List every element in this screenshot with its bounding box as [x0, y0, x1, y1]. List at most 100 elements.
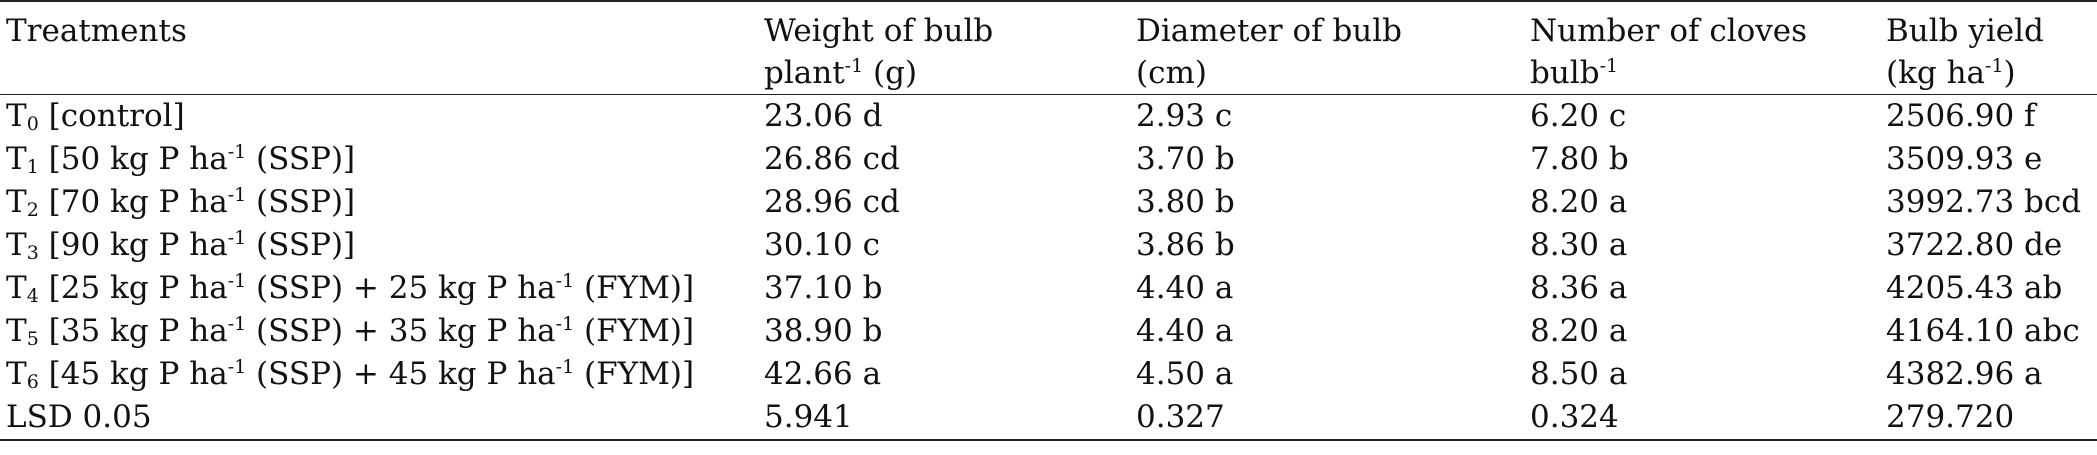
lsd-label-cell: LSD 0.05	[0, 396, 758, 441]
header-number-of-cloves: Number of cloves bulb-1	[1524, 1, 1880, 95]
table-row: T3 [90 kg P ha-1 (SSP)] 30.10 c 3.86 b 8…	[0, 224, 2097, 267]
results-table: Treatments Weight of bulb plant-1 (g) Di…	[0, 1, 2097, 441]
table-row: T5 [35 kg P ha-1 (SSP) + 35 kg P ha-1 (F…	[0, 310, 2097, 353]
cloves-cell: 8.20 a	[1530, 313, 1628, 349]
diameter-cell: 3.86 b	[1136, 227, 1235, 263]
header-line1: Number of cloves	[1530, 13, 1808, 49]
cloves-cell: 7.80 b	[1530, 141, 1629, 177]
diameter-cell: 3.70 b	[1136, 141, 1235, 177]
table-row: T2 [70 kg P ha-1 (SSP)] 28.96 cd 3.80 b …	[0, 181, 2097, 224]
header-sup: -1	[1599, 55, 1619, 77]
treatment-superscript: -1	[227, 313, 247, 335]
header-diameter-of-bulb: Diameter of bulb (cm)	[1130, 1, 1524, 95]
treatment-text: [25 kg P ha	[38, 270, 228, 306]
cloves-cell: 6.20 c	[1530, 98, 1627, 134]
cloves-cell: 8.20 a	[1530, 184, 1628, 220]
treatment-cell: T1 [50 kg P ha-1 (SSP)]	[0, 138, 758, 181]
treatment-label: T	[6, 270, 27, 306]
yield-cell: 3509.93 e	[1886, 141, 2043, 177]
treatment-superscript: -1	[227, 141, 247, 163]
treatment-label: T	[6, 98, 27, 134]
treatment-label: T	[6, 227, 27, 263]
treatment-label: T	[6, 313, 27, 349]
header-sup: -1	[1985, 55, 2004, 77]
treatment-subscript: 1	[26, 156, 39, 178]
header-line2: plant	[764, 55, 845, 91]
treatment-label: T	[6, 356, 27, 392]
yield-cell: 4205.43 ab	[1886, 270, 2063, 306]
treatment-text: (SSP)]	[246, 141, 356, 177]
diameter-cell: 3.80 b	[1136, 184, 1235, 220]
treatment-subscript: 0	[26, 113, 39, 135]
treatment-superscript: -1	[227, 356, 247, 378]
treatment-text: [35 kg P ha	[38, 313, 228, 349]
treatment-superscript: -1	[555, 270, 575, 292]
header-line2: (cm)	[1136, 55, 1207, 91]
header-treatments: Treatments	[0, 1, 758, 95]
yield-cell: 3992.73 bcd	[1886, 184, 2082, 220]
treatment-text: [70 kg P ha	[38, 184, 228, 220]
treatment-label: T	[6, 141, 27, 177]
treatment-cell: T2 [70 kg P ha-1 (SSP)]	[0, 181, 758, 224]
weight-cell: 38.90 b	[764, 313, 883, 349]
weight-cell: 28.96 cd	[764, 184, 900, 220]
header-weight-of-bulb: Weight of bulb plant-1 (g)	[758, 1, 1130, 95]
header-row: Treatments Weight of bulb plant-1 (g) Di…	[0, 1, 2097, 95]
treatment-label: T	[6, 184, 27, 220]
treatment-cell: T3 [90 kg P ha-1 (SSP)]	[0, 224, 758, 267]
diameter-cell: 0.327	[1130, 396, 1524, 441]
treatment-superscript: -1	[555, 313, 575, 335]
table-row: T0 [control] 23.06 d 2.93 c 6.20 c 2506.…	[0, 95, 2097, 139]
cloves-cell: 8.30 a	[1530, 227, 1628, 263]
treatment-subscript: 2	[26, 199, 39, 221]
weight-cell: 42.66 a	[764, 356, 882, 392]
diameter-cell: 4.50 a	[1136, 356, 1234, 392]
lsd-row: LSD 0.05 5.941 0.327 0.324 279.720	[0, 396, 2097, 441]
weight-cell: 30.10 c	[764, 227, 880, 263]
treatment-cell: T6 [45 kg P ha-1 (SSP) + 45 kg P ha-1 (F…	[0, 353, 758, 396]
treatment-text: (SSP) + 35 kg P ha	[246, 313, 556, 349]
treatment-text: (SSP) + 25 kg P ha	[246, 270, 556, 306]
yield-cell: 2506.90 f	[1886, 98, 2036, 134]
treatment-text: [45 kg P ha	[38, 356, 228, 392]
yield-cell: 4164.10 abc	[1886, 313, 2080, 349]
treatment-subscript: 6	[26, 371, 39, 393]
treatment-subscript: 4	[26, 285, 39, 307]
treatment-text: (SSP)]	[246, 227, 356, 263]
header-bulb-yield: Bulb yield (kg ha-1)	[1880, 1, 2097, 95]
header-line1: Weight of bulb	[764, 13, 994, 49]
table-body: T0 [control] 23.06 d 2.93 c 6.20 c 2506.…	[0, 95, 2097, 441]
weight-cell: 5.941	[758, 396, 1130, 441]
header-line1: Diameter of bulb	[1136, 13, 1403, 49]
treatment-superscript: -1	[227, 184, 247, 206]
treatment-text: (SSP) + 45 kg P ha	[246, 356, 556, 392]
treatment-subscript: 3	[26, 242, 39, 264]
cloves-cell: 8.50 a	[1530, 356, 1628, 392]
weight-cell: 23.06 d	[764, 98, 883, 134]
diameter-cell: 4.40 a	[1136, 313, 1234, 349]
yield-cell: 4382.96 a	[1886, 356, 2043, 392]
treatment-cell: T5 [35 kg P ha-1 (SSP) + 35 kg P ha-1 (F…	[0, 310, 758, 353]
treatment-cell: T0 [control]	[0, 95, 758, 139]
header-sup: -1	[844, 55, 864, 77]
treatment-text: [90 kg P ha	[38, 227, 228, 263]
treatment-text: (FYM)]	[574, 313, 695, 349]
table-header: Treatments Weight of bulb plant-1 (g) Di…	[0, 1, 2097, 95]
diameter-cell: 2.93 c	[1136, 98, 1233, 134]
weight-cell: 26.86 cd	[764, 141, 900, 177]
header-line2: bulb	[1530, 55, 1600, 91]
weight-cell: 37.10 b	[764, 270, 883, 306]
treatment-subscript: 5	[26, 328, 39, 350]
table-row: T6 [45 kg P ha-1 (SSP) + 45 kg P ha-1 (F…	[0, 353, 2097, 396]
table-row: T4 [25 kg P ha-1 (SSP) + 25 kg P ha-1 (F…	[0, 267, 2097, 310]
treatment-superscript: -1	[555, 356, 575, 378]
header-line1: Treatments	[6, 13, 187, 49]
cloves-cell: 8.36 a	[1530, 270, 1628, 306]
treatment-text: (SSP)]	[246, 184, 356, 220]
treatment-superscript: -1	[227, 227, 247, 249]
cloves-cell: 0.324	[1524, 396, 1880, 441]
treatment-text: (FYM)]	[574, 356, 695, 392]
yield-cell: 279.720	[1880, 396, 2097, 441]
table-row: T1 [50 kg P ha-1 (SSP)] 26.86 cd 3.70 b …	[0, 138, 2097, 181]
treatment-text: (FYM)]	[574, 270, 695, 306]
